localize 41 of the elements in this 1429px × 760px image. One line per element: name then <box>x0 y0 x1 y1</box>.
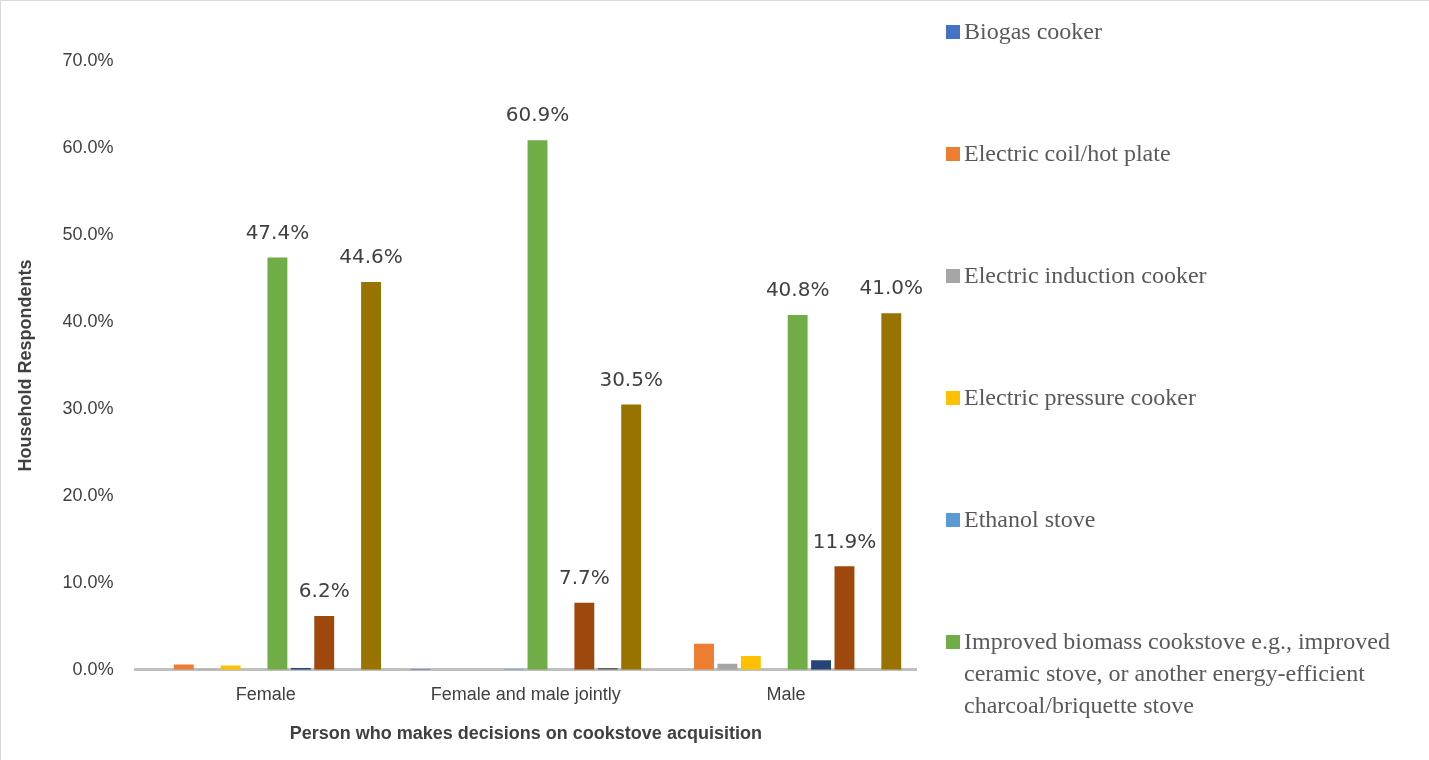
data-label: 60.9% <box>505 102 570 127</box>
y-tick-label: 60.0% <box>62 136 114 157</box>
x-tick-label: Female and male jointly <box>430 683 621 704</box>
data-label: 11.9% <box>812 528 877 553</box>
bar <box>361 281 381 670</box>
x-axis-title: Person who makes decisions on cookstove acquisition <box>289 723 762 744</box>
y-tick-label: 20.0% <box>62 484 114 505</box>
y-tick-label: 50.0% <box>62 223 114 244</box>
data-label: 44.6% <box>339 244 403 269</box>
bar <box>834 566 855 670</box>
x-tick-label: Male <box>766 683 806 704</box>
y-tick-label: 40.0% <box>62 310 114 331</box>
bar <box>314 615 335 670</box>
legend-label: Electric pressure cooker <box>964 383 1196 412</box>
legend-label: Electric induction cooker <box>964 261 1207 290</box>
bar <box>881 313 902 670</box>
y-tick-label: 70.0% <box>62 49 114 70</box>
data-label: 40.8% <box>765 277 830 302</box>
bar <box>527 140 548 670</box>
data-label: 47.4% <box>245 219 310 244</box>
data-label: 6.2% <box>298 578 350 603</box>
data-label: 30.5% <box>599 366 663 391</box>
legend-label: Improved biomass cookstove e.g., improved ceramic stove, or another energy-efficient charcoal/briquette stove <box>964 627 1391 720</box>
bar <box>811 660 832 670</box>
bar <box>267 257 288 670</box>
bar <box>574 602 595 670</box>
bar <box>740 655 761 670</box>
legend-label: Electric coil/hot plate <box>964 139 1171 168</box>
y-tick-label: 0.0% <box>72 658 114 679</box>
bar <box>787 314 808 670</box>
y-axis-title: Household Respondents <box>14 259 35 472</box>
y-tick-label: 30.0% <box>62 397 114 418</box>
legend-label: Ethanol stove <box>964 505 1096 534</box>
bar <box>694 643 714 670</box>
y-tick-label: 10.0% <box>62 571 114 592</box>
x-tick-label: Female <box>235 683 296 704</box>
data-label: 41.0% <box>859 275 924 300</box>
data-label: 7.7% <box>558 565 610 590</box>
bar <box>220 665 241 670</box>
legend-label: Biogas cooker <box>964 17 1102 46</box>
bar <box>621 404 642 670</box>
